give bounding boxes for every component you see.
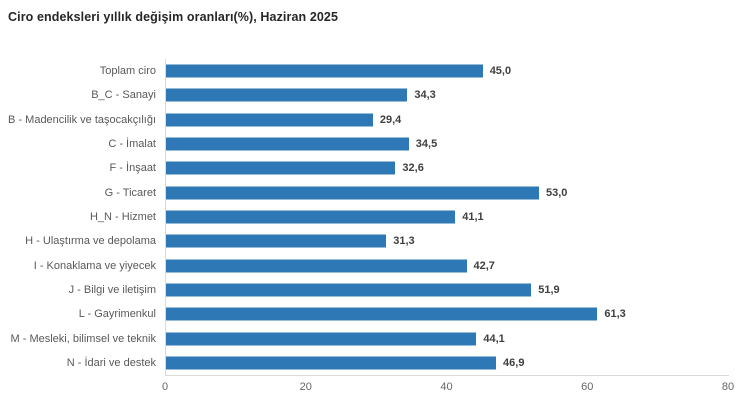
value-label: 46,9: [503, 356, 525, 369]
value-label: 29,4: [379, 113, 402, 126]
value-label: 45,0: [489, 65, 512, 78]
category-label: B - Madencilik ve taşocakçılığı: [8, 113, 156, 126]
bar: [166, 88, 408, 102]
bar-row: 29,4: [166, 108, 729, 132]
value-label: 53,0: [545, 186, 568, 199]
category-label: C - İmalat: [108, 138, 156, 151]
bar: [166, 356, 497, 370]
bar-row: 53,0: [166, 181, 729, 205]
bar: [166, 186, 539, 200]
bar-row: 46,9: [166, 351, 729, 375]
category-axis: Toplam ciro B_C - Sanayi B - Madencilik ve…: [0, 59, 156, 375]
bar: [166, 307, 598, 321]
bar-row: 31,3: [166, 229, 729, 253]
bar: [166, 113, 373, 127]
x-tick-label: 80: [721, 381, 735, 393]
bar: [166, 64, 483, 78]
value-label: 42,7: [473, 259, 495, 272]
category-label: B_C - Sanayi: [91, 89, 156, 102]
category-label: N - İdari ve destek: [66, 356, 156, 369]
category-label: Toplam ciro: [99, 65, 156, 78]
bar: [166, 259, 467, 273]
bar-row: 34,5: [166, 132, 729, 156]
bar-row: 61,3: [166, 302, 729, 326]
category-label: M - Mesleki, bilimsel ve teknik: [10, 332, 156, 345]
bar: [166, 283, 532, 297]
bar-row: 45,0: [166, 59, 729, 83]
bar: [166, 210, 456, 224]
category-label: I - Konaklama ve yiyecek: [33, 259, 156, 272]
x-tick-label: 20: [299, 381, 312, 393]
bar-row: 42,7: [166, 254, 729, 278]
value-label: 51,9: [538, 283, 560, 296]
x-tick-label: 0: [161, 381, 169, 393]
value-label: 31,3: [393, 235, 415, 248]
category-label: J - Bilgi ve iletişim: [68, 283, 156, 296]
x-tick-label: 60: [581, 381, 594, 393]
bar: [166, 234, 387, 248]
value-label: 61,3: [604, 308, 626, 321]
category-label: L - Gayrimenkul: [78, 308, 156, 321]
bar-row: 51,9: [166, 278, 729, 302]
category-label: H - Ulaştırma ve depolama: [25, 235, 156, 248]
category-label: G - Ticaret: [104, 186, 156, 199]
category-label: F - İnşaat: [109, 162, 156, 175]
x-tick-label: 40: [440, 381, 453, 393]
value-label: 34,3: [414, 89, 436, 102]
value-label: 41,1: [462, 211, 484, 224]
value-label: 44,1: [483, 332, 505, 345]
x-axis-ticks: 0 20 40 60 80: [161, 381, 734, 397]
value-label: 34,5: [415, 138, 438, 151]
value-label: 32,6: [402, 162, 424, 175]
bar-row: 41,1: [166, 205, 729, 229]
bar-row: 32,6: [166, 156, 729, 180]
bar: [166, 161, 396, 175]
chart-title: Ciro endeksleri yıllık değişim oranları(…: [8, 10, 339, 24]
bar-row: 34,3: [166, 83, 729, 107]
bar-row: 44,1: [166, 326, 729, 350]
plot-area: 45,0 34,3 29,4 34,5 32,6 53,0 41,1 31,3 42,7 51,9…: [165, 59, 729, 376]
bar: [166, 137, 409, 151]
bar: [166, 332, 477, 346]
category-label: H_N - Hizmet: [89, 211, 156, 224]
